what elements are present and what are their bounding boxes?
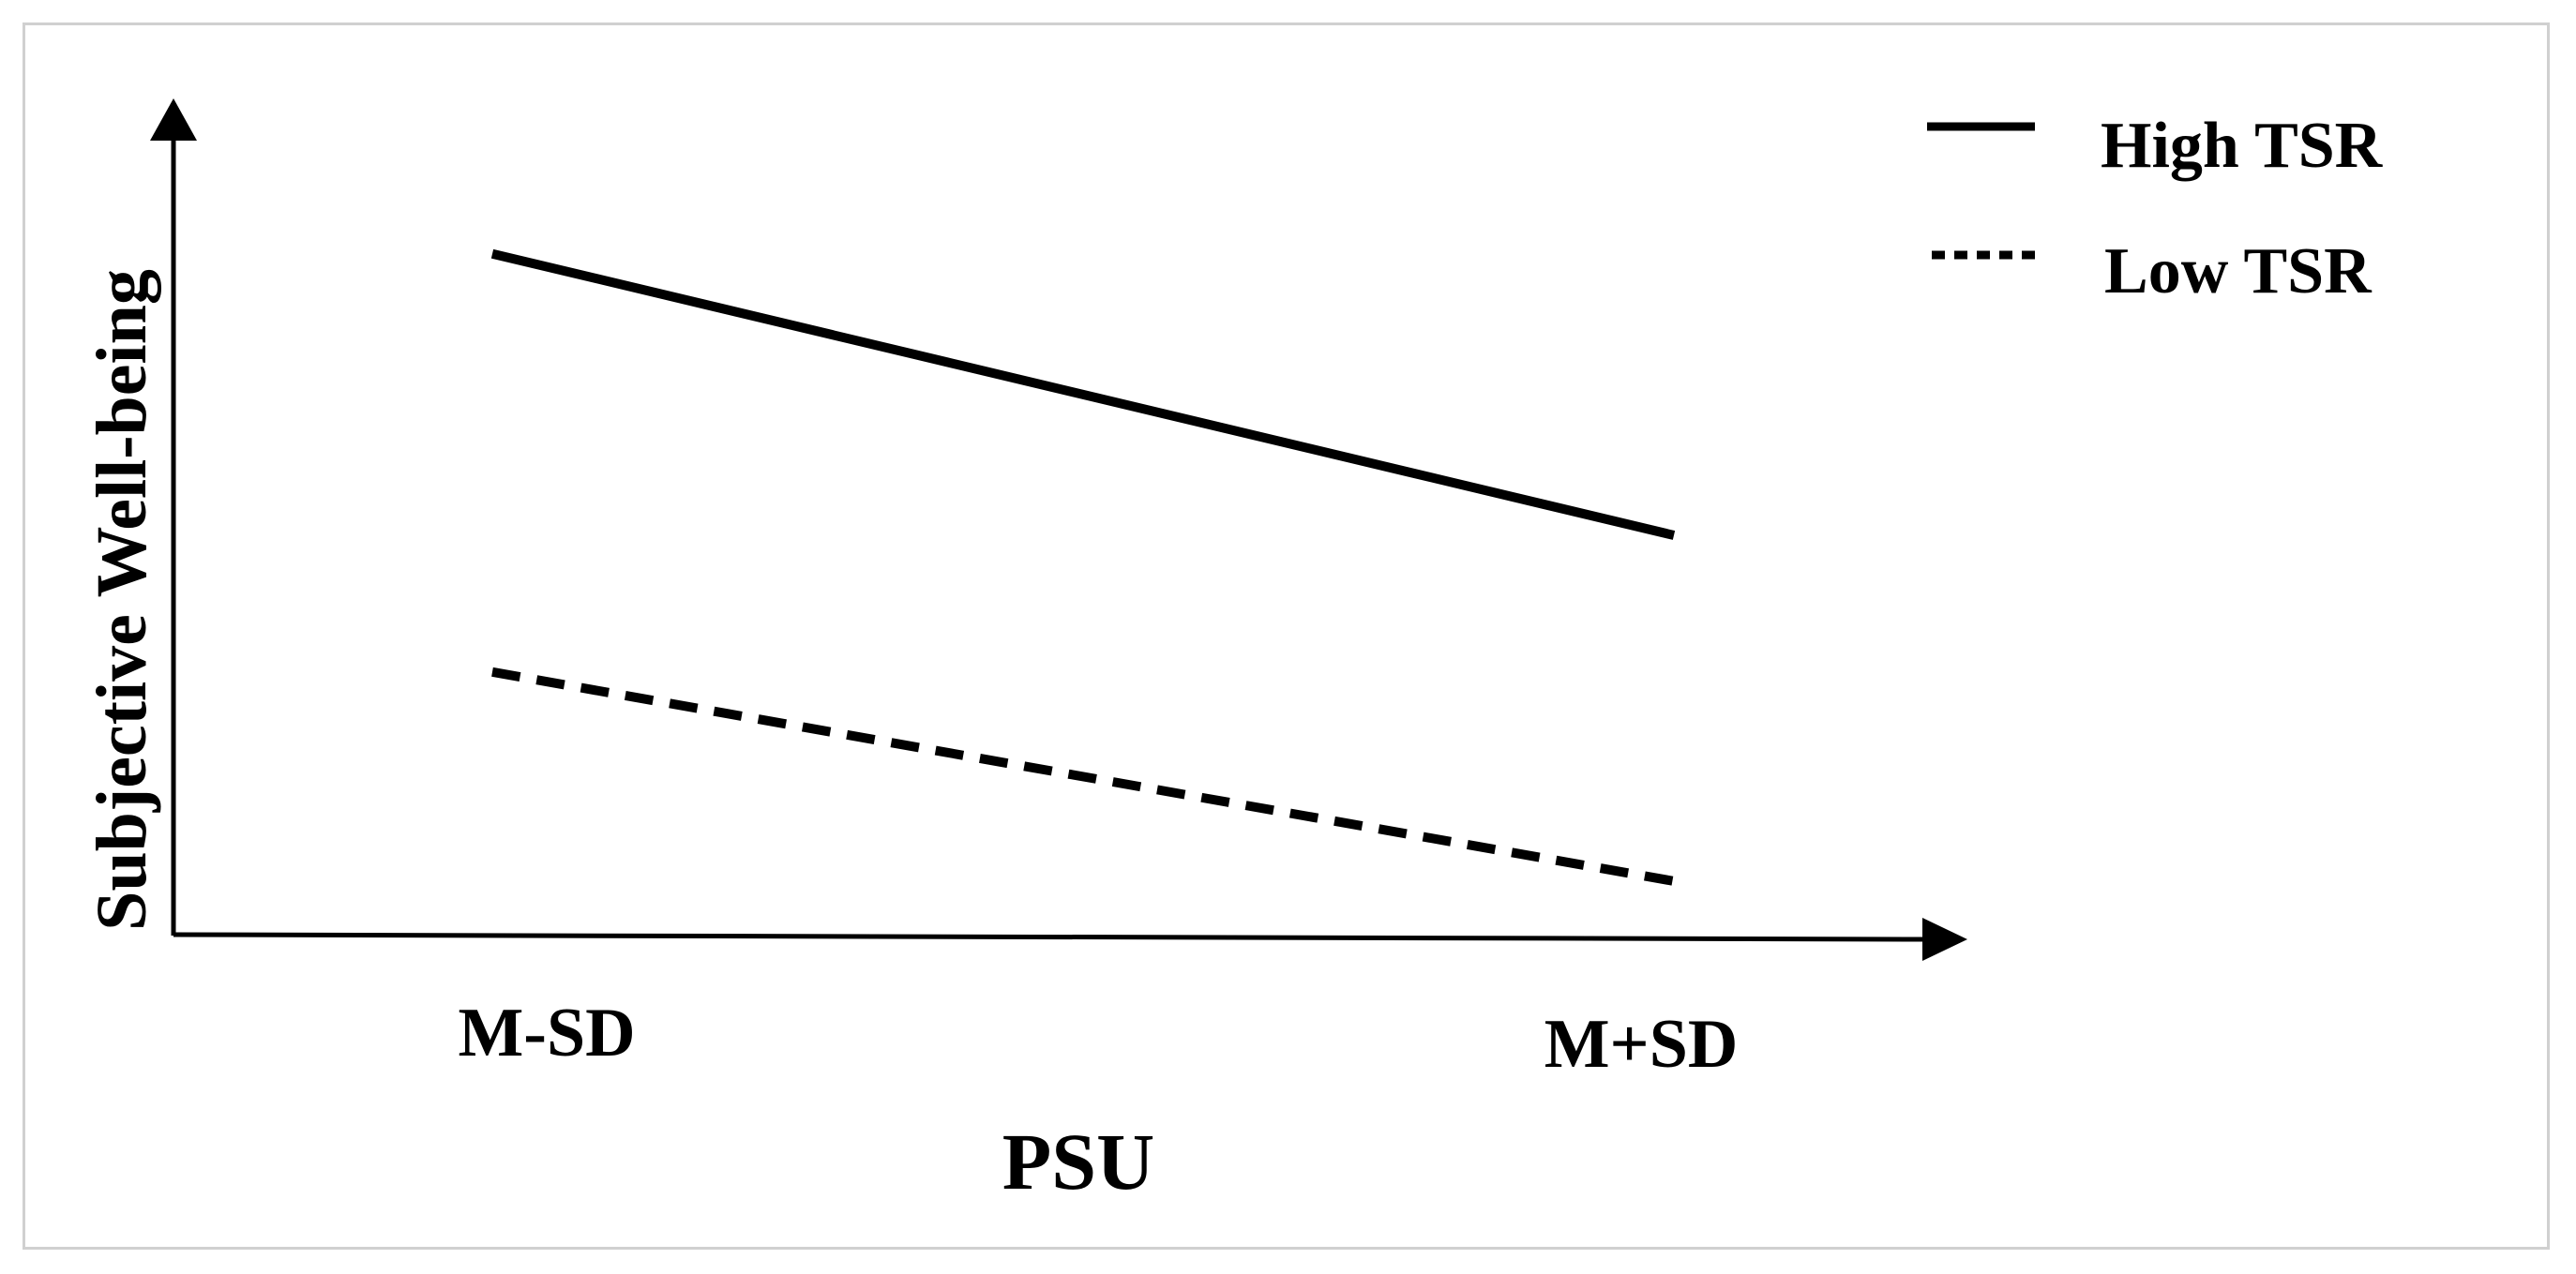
figure-frame [23,22,2550,1250]
series-line-high-tsr [490,248,1676,540]
x-axis-label: PSU [1002,1117,1154,1207]
y-axis-arrow [150,98,197,141]
x-tick-label-0: M-SD [458,995,635,1072]
x-tick-label-1: M+SD [1544,1006,1739,1083]
legend: High TSR Low TSR [1927,110,2384,307]
y-axis-label: Subjective Well-being [83,269,161,931]
x-axis [173,932,1928,942]
legend-label-high-tsr: High TSR [2101,110,2384,182]
x-axis-arrow [1922,918,1967,961]
legend-label-low-tsr: Low TSR [2104,235,2373,307]
series-layer [490,248,1676,886]
series-line-low-tsr [491,667,1675,886]
